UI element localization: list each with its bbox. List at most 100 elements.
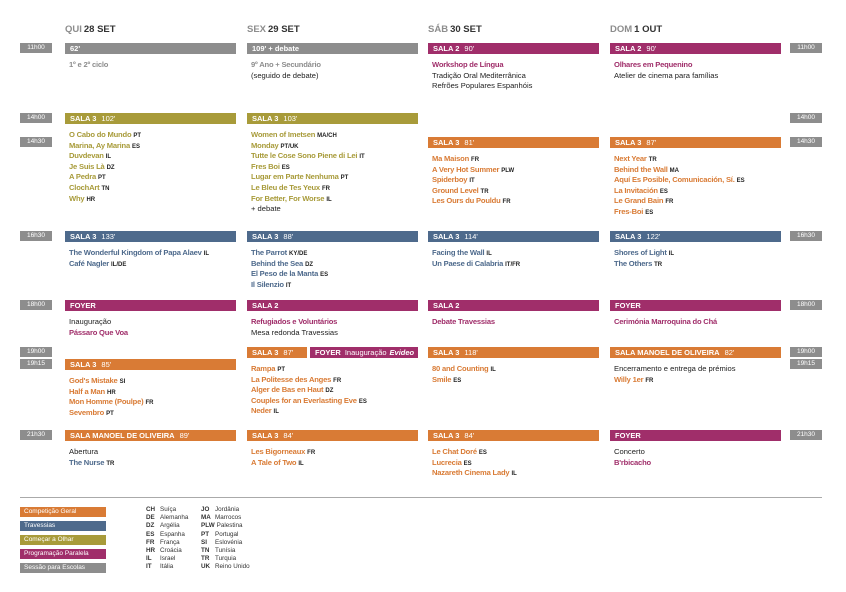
film-title: Behind the Wall: [614, 164, 668, 174]
session-header: SALA 3 87': [610, 137, 781, 148]
country-code: PT/UK: [280, 143, 299, 150]
country-code: PT: [277, 367, 285, 373]
programme-item: Workshop de Língua: [432, 60, 504, 70]
country-code: IL: [668, 251, 675, 257]
session-header: SALA 2 90': [428, 43, 599, 54]
film-title: Alger de Bas en Haut: [251, 385, 324, 395]
film-title: Smile: [432, 374, 452, 384]
country-code: IL: [298, 460, 304, 467]
country-code: FR: [471, 157, 480, 163]
film-title: Ground Level: [432, 185, 479, 195]
programme-item: 1º e 2º ciclo: [69, 60, 108, 70]
duration: 82': [724, 348, 735, 357]
venue: SALA 3: [615, 138, 642, 147]
duration: 87': [646, 138, 657, 147]
film-title: Sevembro: [69, 407, 105, 417]
country-code: TR: [654, 261, 663, 268]
venue: SALA 2: [615, 44, 642, 53]
note: Inauguração: [69, 317, 112, 326]
programme-item: La Invitación ES: [614, 186, 668, 197]
programme-item: Shores of Light IL: [614, 248, 674, 259]
country-code: DZ: [146, 522, 155, 530]
film-title: Spiderboy: [432, 175, 468, 185]
country-code: TR: [201, 555, 210, 563]
country-code: IL: [490, 367, 496, 373]
venue: SALA 3: [252, 431, 279, 440]
country-name: França: [160, 538, 180, 546]
film-title: Facing the Wall: [432, 248, 485, 257]
duration: 90': [646, 44, 657, 53]
film-title: Marina, Ay Marina: [69, 140, 131, 150]
weekday: QUI: [65, 24, 82, 35]
programme-item: Lugar em Parte Nenhuma PT: [251, 172, 348, 183]
time-label: 11h00: [790, 43, 822, 53]
film-title: Monday: [251, 140, 279, 150]
film-title: Café Nagler: [69, 258, 110, 268]
programme-item: Refugiados e Voluntários: [251, 317, 337, 327]
country-name: Marrocos: [215, 514, 242, 522]
country-code: ES: [645, 210, 654, 216]
country-name: Reino Unido: [215, 563, 250, 571]
duration: 81': [464, 138, 475, 147]
session-header: SALA 3 122': [610, 231, 781, 242]
time-label: 19h15: [20, 359, 52, 369]
film-title: Couples for an Everlasting Eve: [251, 395, 357, 405]
duration: 103': [283, 114, 298, 123]
programme-item: Behind the Sea DZ: [251, 259, 313, 270]
film-title: Lucrecia: [432, 457, 462, 467]
weekday: SEX: [247, 24, 267, 35]
country-code: TN: [101, 186, 110, 192]
country-code: ES: [659, 188, 668, 195]
film-title: Pássaro Que Voa: [69, 327, 128, 337]
venue: FOYER: [615, 431, 641, 440]
programme-item: 9º Ano + Secundário: [251, 60, 321, 70]
country-name: Palestina: [216, 522, 243, 530]
programme-item: Café Nagler IL/DE: [69, 259, 126, 270]
programme-item: B'rbicacho: [614, 458, 651, 468]
country-code: FR: [645, 377, 654, 384]
duration: 84': [464, 431, 475, 440]
programme-item: A Pedra PT: [69, 172, 106, 183]
country-code: IL: [203, 251, 209, 257]
programme-item: Lucrecia ES: [432, 458, 472, 469]
film-title: Le Grand Bain: [614, 196, 664, 206]
date: 30 SET: [450, 24, 482, 35]
programme-item: Je Suis Là DZ: [69, 162, 115, 173]
session-header: FOYER: [610, 300, 781, 311]
country-code: MA/CH: [317, 133, 337, 139]
programme-item: Il Silenzio IT: [251, 280, 291, 291]
programme-item: Willy 1er FR: [614, 375, 653, 386]
programme-item: ClochArt TN: [69, 183, 109, 194]
venue: SALA 3: [70, 232, 97, 241]
programme-item: The Others TR: [614, 259, 662, 270]
film-title: Shores of Light: [614, 248, 667, 257]
programme-item: Tutte le Cose Sono Piene di Lei IT: [251, 151, 365, 162]
country-entry: DZ Argélia: [146, 522, 180, 530]
programme-item: Rampa PT: [251, 364, 285, 375]
session-header: SALA 3 114': [428, 231, 599, 242]
country-entry: TR Turquia: [201, 555, 236, 563]
country-code: SI: [201, 538, 207, 546]
programme-item: Concerto: [614, 447, 645, 457]
country-code: HR: [146, 547, 156, 554]
day-heading: SEX 29 SET: [247, 24, 300, 35]
film-title: A Pedra: [69, 172, 97, 182]
film-title: El Peso de la Manta: [251, 269, 319, 279]
country-code: DE: [146, 514, 155, 522]
country-name: Tunísia: [215, 547, 236, 554]
venue: SALA 3: [70, 114, 97, 123]
film-title: Aquí Es Posible, Comunicación, Sí.: [614, 175, 735, 185]
country-name: Jordânia: [215, 506, 240, 513]
film-title: Willy 1er: [614, 374, 644, 384]
country-code: JO: [201, 506, 210, 513]
film-title: Tutte le Cose Sono Piene di Lei: [251, 151, 358, 161]
venue: SALA 3: [252, 348, 279, 357]
country-entry: DE Alemanha: [146, 514, 188, 522]
film-title: Nazareth Cinema Lady: [432, 468, 510, 478]
country-code: TR: [648, 157, 657, 163]
duration: 89': [179, 431, 190, 440]
film-title: O Cabo do Mundo: [69, 130, 132, 139]
country-code: IL: [105, 154, 112, 161]
film-title: Le Bleu de Tes Yeux: [251, 183, 320, 192]
